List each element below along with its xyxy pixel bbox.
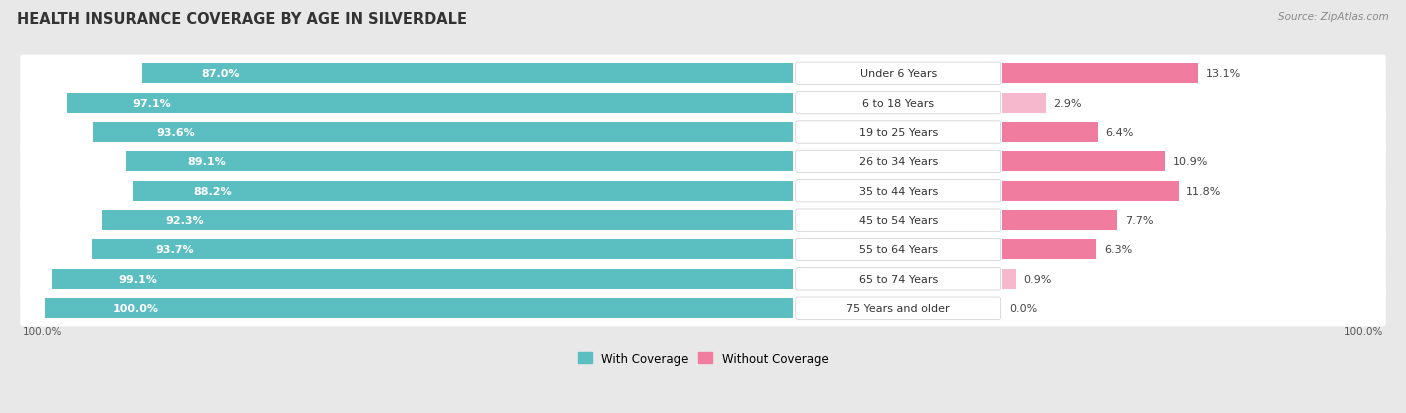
FancyBboxPatch shape — [20, 55, 1386, 92]
Text: 65 to 74 Years: 65 to 74 Years — [859, 274, 938, 284]
Text: 6.3%: 6.3% — [1104, 245, 1132, 255]
Text: 45 to 54 Years: 45 to 54 Years — [859, 216, 938, 225]
Text: 89.1%: 89.1% — [187, 157, 226, 167]
Bar — [1002, 181, 1178, 201]
Legend: With Coverage, Without Coverage: With Coverage, Without Coverage — [572, 347, 834, 370]
Bar — [1002, 93, 1046, 113]
Text: 100.0%: 100.0% — [22, 327, 62, 337]
FancyBboxPatch shape — [796, 239, 1001, 261]
FancyBboxPatch shape — [796, 268, 1001, 290]
Text: 0.0%: 0.0% — [1010, 304, 1038, 313]
FancyBboxPatch shape — [796, 297, 1001, 320]
Text: 7.7%: 7.7% — [1125, 216, 1153, 225]
Text: 35 to 44 Years: 35 to 44 Years — [859, 186, 938, 196]
Text: 26 to 34 Years: 26 to 34 Years — [859, 157, 938, 167]
Text: 99.1%: 99.1% — [118, 274, 157, 284]
Bar — [1002, 211, 1118, 230]
Bar — [142, 64, 793, 84]
Text: 55 to 64 Years: 55 to 64 Years — [859, 245, 938, 255]
FancyBboxPatch shape — [20, 261, 1386, 297]
Text: 2.9%: 2.9% — [1053, 98, 1081, 108]
Bar — [1002, 64, 1198, 84]
Bar — [93, 123, 793, 142]
Bar — [52, 269, 793, 289]
Text: Source: ZipAtlas.com: Source: ZipAtlas.com — [1278, 12, 1389, 22]
FancyBboxPatch shape — [20, 173, 1386, 209]
Text: 11.8%: 11.8% — [1187, 186, 1222, 196]
Bar — [91, 240, 793, 260]
Text: 100.0%: 100.0% — [112, 304, 159, 313]
FancyBboxPatch shape — [796, 63, 1001, 85]
Bar — [1002, 240, 1097, 260]
FancyBboxPatch shape — [20, 231, 1386, 268]
FancyBboxPatch shape — [20, 85, 1386, 121]
Text: 88.2%: 88.2% — [194, 186, 232, 196]
FancyBboxPatch shape — [796, 151, 1001, 173]
FancyBboxPatch shape — [20, 290, 1386, 327]
Bar — [45, 299, 793, 318]
Text: 13.1%: 13.1% — [1205, 69, 1240, 79]
Text: 19 to 25 Years: 19 to 25 Years — [859, 128, 938, 138]
FancyBboxPatch shape — [20, 114, 1386, 151]
Text: Under 6 Years: Under 6 Years — [859, 69, 936, 79]
FancyBboxPatch shape — [796, 121, 1001, 144]
Text: 6.4%: 6.4% — [1105, 128, 1133, 138]
FancyBboxPatch shape — [796, 92, 1001, 114]
FancyBboxPatch shape — [796, 180, 1001, 202]
Text: 75 Years and older: 75 Years and older — [846, 304, 950, 313]
FancyBboxPatch shape — [20, 143, 1386, 180]
Bar — [1002, 123, 1098, 142]
Text: 92.3%: 92.3% — [165, 216, 204, 225]
Bar — [66, 93, 793, 113]
FancyBboxPatch shape — [20, 202, 1386, 239]
Text: 93.6%: 93.6% — [156, 128, 195, 138]
Bar — [1002, 269, 1015, 289]
Bar — [1002, 152, 1166, 172]
Text: 93.7%: 93.7% — [156, 245, 194, 255]
Bar — [134, 181, 793, 201]
Bar — [103, 211, 793, 230]
Text: 100.0%: 100.0% — [1344, 327, 1384, 337]
Text: 97.1%: 97.1% — [132, 98, 172, 108]
Text: 87.0%: 87.0% — [201, 69, 240, 79]
FancyBboxPatch shape — [796, 209, 1001, 232]
Text: HEALTH INSURANCE COVERAGE BY AGE IN SILVERDALE: HEALTH INSURANCE COVERAGE BY AGE IN SILV… — [17, 12, 467, 27]
Bar — [127, 152, 793, 172]
Text: 0.9%: 0.9% — [1024, 274, 1052, 284]
Text: 10.9%: 10.9% — [1173, 157, 1208, 167]
Text: 6 to 18 Years: 6 to 18 Years — [862, 98, 934, 108]
